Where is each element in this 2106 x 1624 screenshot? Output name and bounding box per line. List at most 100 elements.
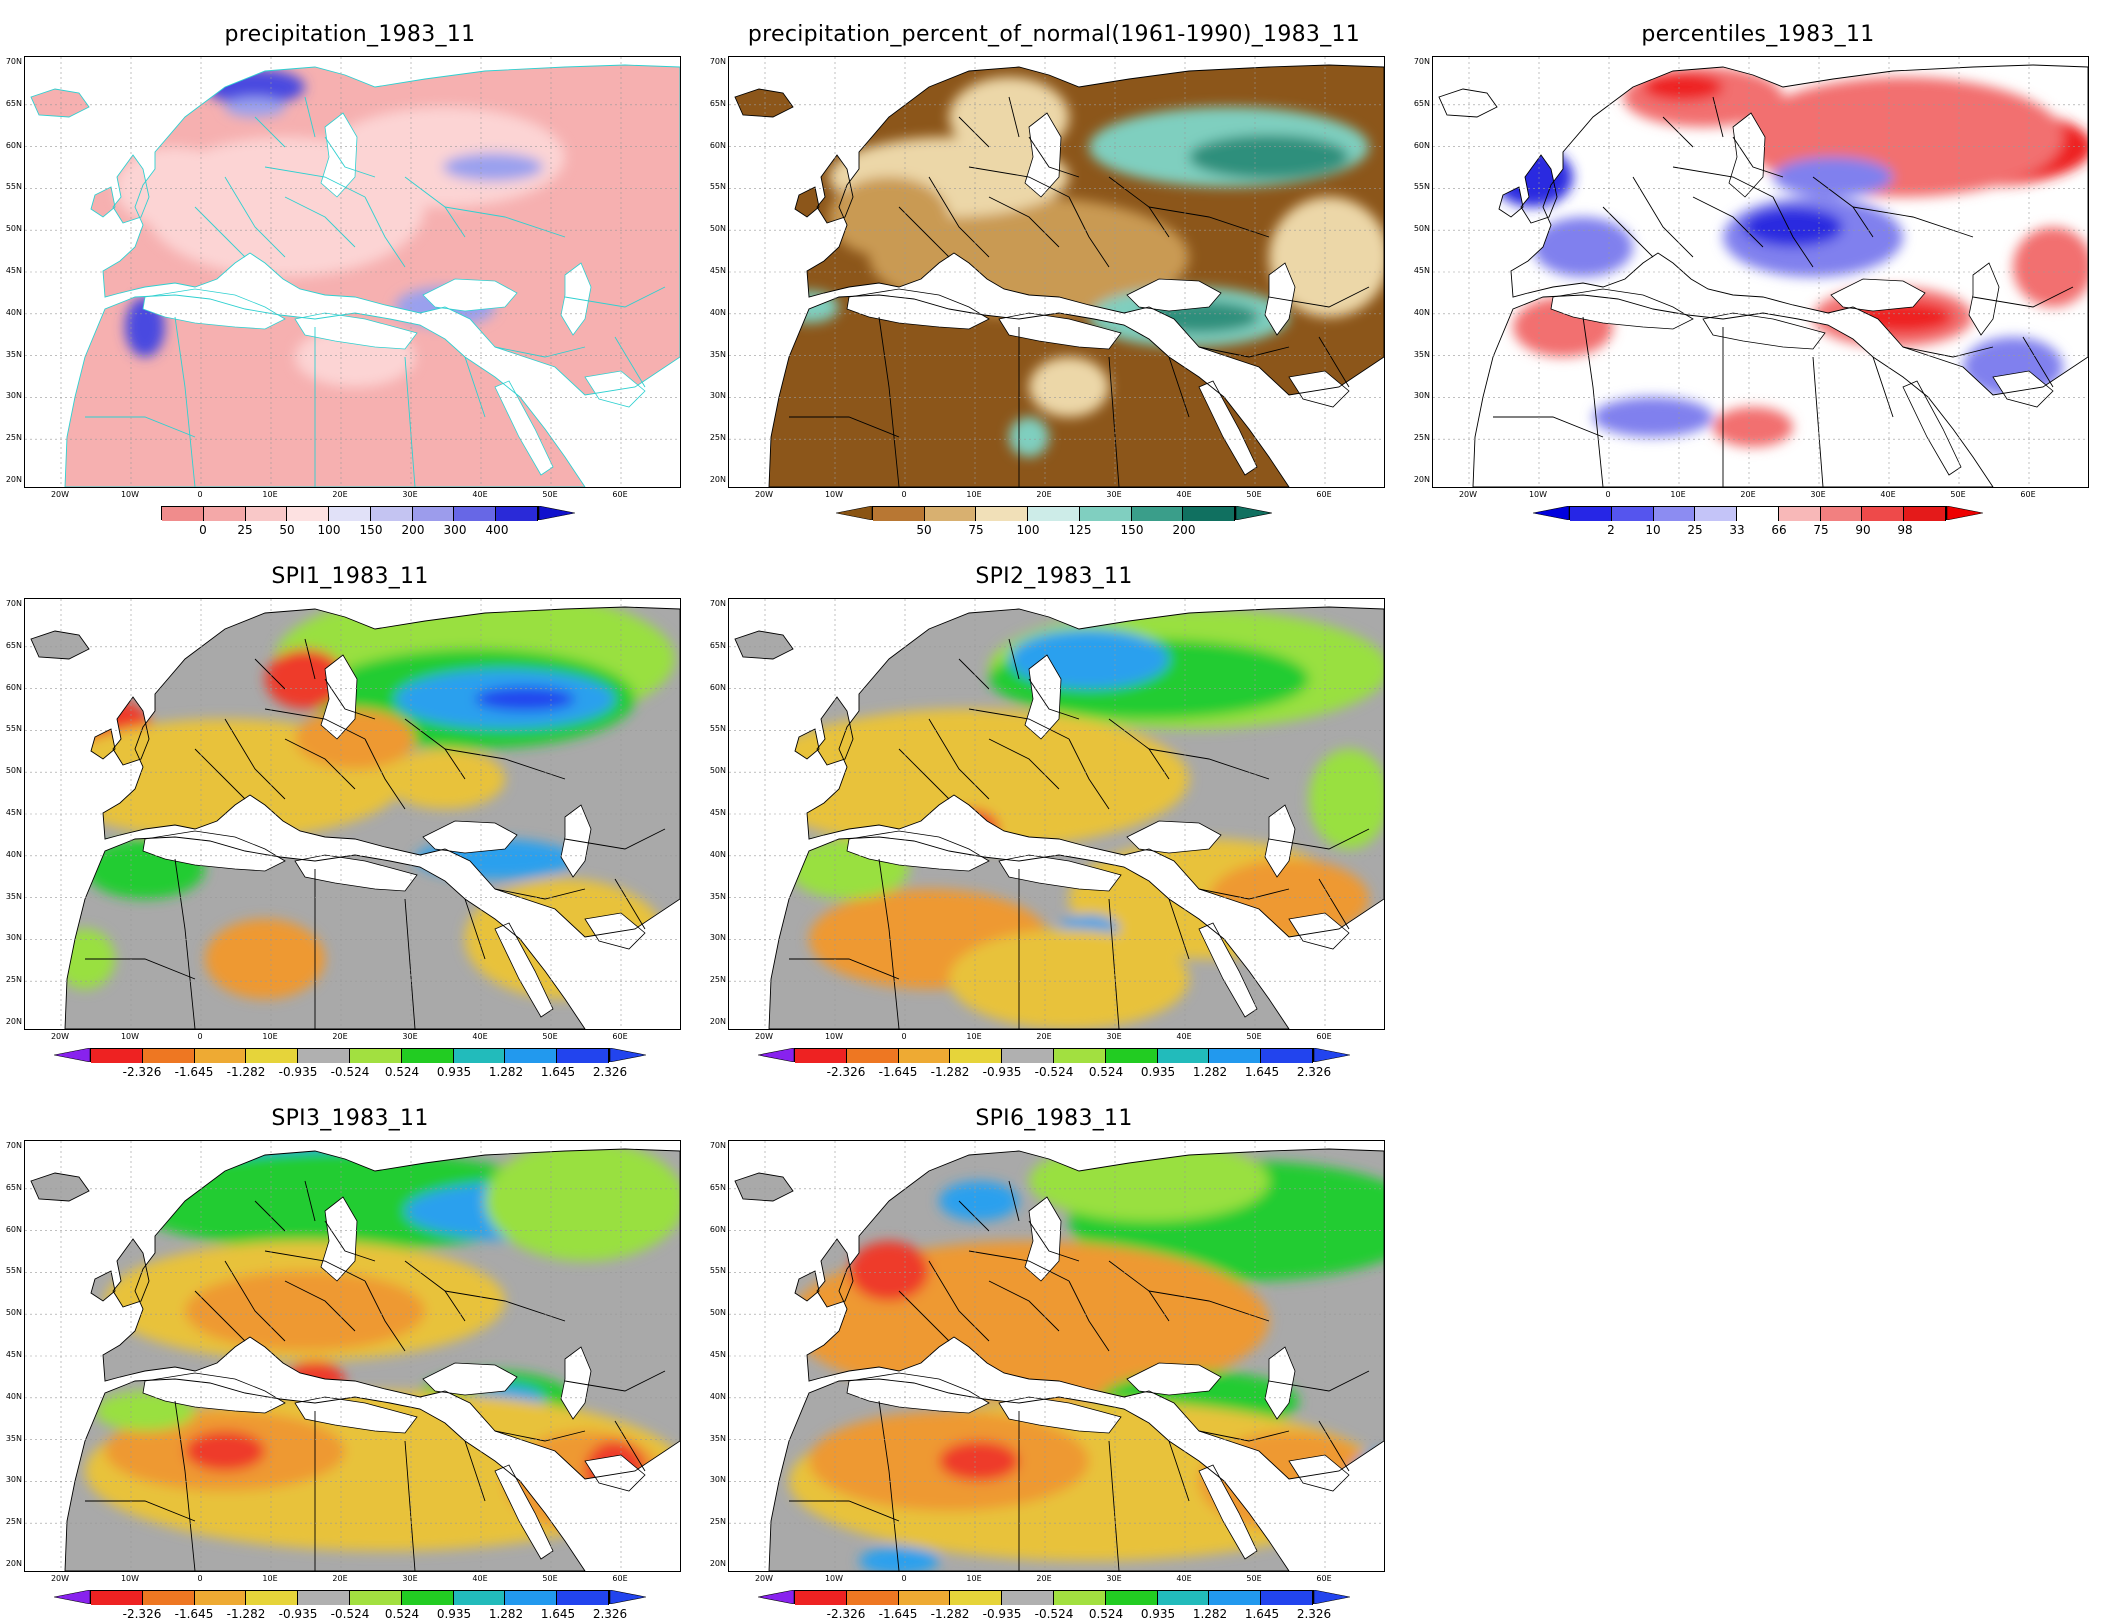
- lon-tick-label: 30E: [1106, 1574, 1122, 1583]
- colorbar: 0 25 50 100 150 200 300 400: [0, 506, 700, 537]
- colorbar-tick-label: 0.935: [436, 1607, 472, 1621]
- colorbar-cell: [795, 1049, 847, 1063]
- colorbar-max-arrow: [610, 1048, 646, 1062]
- lon-tick-label: 0: [197, 490, 203, 499]
- lon-tick-label: 10W: [120, 1032, 140, 1041]
- water-med_w: [846, 830, 990, 872]
- lat-tick-label: 20N: [709, 1559, 726, 1568]
- landmass-iceland: [735, 631, 793, 659]
- colorbar-cell: [1209, 1591, 1262, 1605]
- colorbar-cell: [1261, 1049, 1313, 1063]
- colorbar-cell: [1079, 507, 1132, 521]
- colorbar-tick-label: 1.645: [1244, 1607, 1280, 1621]
- water-redsea: [1902, 380, 1962, 476]
- colorbar-min-arrow: [836, 506, 872, 520]
- lon-tick-label: 40E: [472, 1574, 488, 1583]
- colorbar-tick-label: 10: [1645, 523, 1661, 537]
- colorbar-tick-label: 2.326: [592, 1065, 628, 1079]
- lat-tick-label: 25N: [709, 975, 726, 985]
- lon-tick-label: 10E: [262, 1032, 278, 1041]
- water-bodies: [142, 112, 646, 476]
- lat-tick-label: 35N: [1413, 349, 1430, 359]
- lat-tick-label: 40N: [5, 1391, 22, 1401]
- colorbar-min-arrow: [758, 1590, 794, 1604]
- field-wet: [1009, 417, 1049, 457]
- lon-tick-label: 20W: [754, 1574, 774, 1583]
- water-bodies: [846, 112, 1350, 476]
- colorbar-tick-label: -0.524: [1034, 1607, 1074, 1621]
- map-svg: [729, 57, 1384, 487]
- lat-tick-label: 25N: [709, 433, 726, 443]
- lon-tick-label: 0: [901, 1032, 907, 1041]
- colorbar-cell: [505, 1049, 558, 1063]
- lon-tick-label: 10W: [824, 490, 844, 499]
- water-med_e: [998, 854, 1122, 892]
- water-redsea: [494, 380, 554, 476]
- panel-title: precipitation_percent_of_normal(1961-199…: [747, 22, 1361, 47]
- colorbar-tick-label: 0.524: [384, 1065, 420, 1079]
- lat-tick-label: 50N: [709, 224, 726, 234]
- map-svg: [25, 57, 680, 487]
- colorbar-cell: [412, 507, 455, 521]
- map-area: [24, 56, 681, 488]
- field-wet: [485, 1149, 680, 1261]
- colorbar-cell: [1002, 1049, 1054, 1063]
- lon-tick-label: 20E: [332, 1574, 348, 1583]
- colorbar-tick-label: -1.282: [226, 1065, 266, 1079]
- colorbar-max-arrow: [1314, 1590, 1350, 1604]
- lat-tick-label: 20N: [5, 1017, 22, 1026]
- lon-tick-label: 20W: [754, 1032, 774, 1041]
- colorbar-tick-label: -1.282: [226, 1607, 266, 1621]
- lat-tick-label: 40N: [709, 849, 726, 859]
- lat-tick-label: 20N: [709, 475, 726, 484]
- colorbar-min-arrow: [54, 1590, 90, 1604]
- colorbar-cell: [349, 1591, 402, 1605]
- colorbar-tick-label: -2.326: [122, 1607, 162, 1621]
- lon-tick-label: 30E: [402, 1032, 418, 1041]
- water-med_w: [142, 288, 286, 330]
- water-blacksea: [422, 278, 518, 312]
- lat-tick-label: 55N: [709, 724, 726, 734]
- panel-title: percentiles_1983_11: [1641, 22, 1875, 47]
- colorbar-tick-label: -0.935: [982, 1607, 1022, 1621]
- colorbar-cell: [401, 1049, 454, 1063]
- lon-tick-label: 20W: [50, 1574, 70, 1583]
- water-blacksea: [1126, 278, 1222, 312]
- colorbar-tick-label: 400: [485, 523, 509, 537]
- lat-tick-label: 60N: [5, 1224, 22, 1234]
- lon-tick-label: 0: [901, 490, 907, 499]
- lat-tick-label: 30N: [5, 1475, 22, 1485]
- field-driest: [285, 1361, 345, 1401]
- field-very_dry: [1643, 73, 1723, 101]
- lat-tick-label: 55N: [5, 724, 22, 734]
- colorbar-cell: [505, 1591, 558, 1605]
- lat-tick-label: 25N: [709, 1517, 726, 1527]
- lat-tick-label: 50N: [5, 766, 22, 776]
- colorbar-cell: [846, 1049, 899, 1063]
- colorbar-tick-label: 75: [1813, 523, 1829, 537]
- colorbar-tick-label: -0.935: [982, 1065, 1022, 1079]
- field-light: [1029, 357, 1109, 417]
- colorbar-tick-label: 125: [1068, 523, 1092, 537]
- field-light: [325, 107, 565, 207]
- lon-tick-label: 50E: [542, 490, 558, 499]
- colorbar-cell: [401, 1591, 454, 1605]
- water-med_e: [998, 1396, 1122, 1434]
- lon-tick-label: 40E: [1880, 490, 1896, 499]
- colorbar-tick-label: -0.935: [278, 1065, 318, 1079]
- colorbar-cell: [1028, 507, 1080, 521]
- colorbar-max-arrow: [1236, 506, 1272, 520]
- lat-tick-label: 70N: [709, 1141, 726, 1150]
- colorbar-cell: [846, 1591, 899, 1605]
- lon-tick-label: 10E: [966, 490, 982, 499]
- colorbar-cell: [287, 507, 330, 521]
- lon-tick-label: 40E: [1176, 1574, 1192, 1583]
- lat-tick-label: 40N: [5, 849, 22, 859]
- water-redsea: [1198, 922, 1258, 1018]
- lat-tick-label: 25N: [1413, 433, 1430, 443]
- lat-tick-label: 65N: [709, 98, 726, 108]
- lon-tick-label: 60E: [612, 1032, 628, 1041]
- lat-tick-label: 55N: [709, 182, 726, 192]
- lat-tick-label: 35N: [5, 891, 22, 901]
- colorbar-tick-label: 1.282: [488, 1065, 524, 1079]
